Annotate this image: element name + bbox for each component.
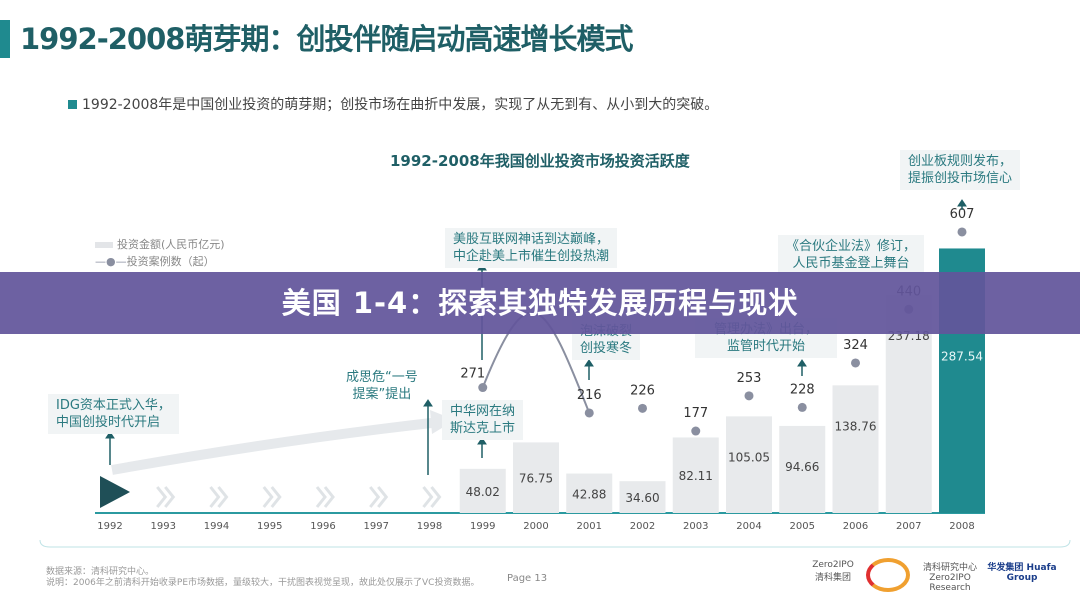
bottom-brace [39,539,1071,548]
bar-label: 287.54 [941,349,983,363]
x-tick-label: 2008 [949,521,975,532]
bar [566,473,613,513]
arrow-up-icon [957,199,967,207]
bar [779,425,826,513]
bar-label: 76.75 [519,472,553,486]
logo-zero2ipo: Zero2IPO 清科集团 [812,560,854,583]
x-tick-label: 1992 [97,521,123,532]
x-tick-label: 2004 [736,521,762,532]
x-tick-label: 1998 [416,521,443,532]
x-tick-label: 1999 [470,521,496,532]
x-tick-label: 2000 [523,521,549,532]
trend-arrow [111,417,441,475]
line-point [478,383,488,393]
banner-overlay: 美国 1-4：探索其独特发展历程与现状 [0,272,1080,334]
line-point [638,403,647,413]
chevron-icon [369,486,389,508]
summary-bullet: 1992-2008年是中国创业投资的萌芽期；创投市场在曲折中发展，实现了从无到有… [68,94,718,114]
legend-line: —●—投资案例数（起） [95,255,215,268]
line-label: 228 [790,382,815,397]
chart-title: 1992-2008年我国创业投资市场投资活跃度 [390,152,690,170]
chevron-icon [422,486,442,508]
chevron-icon [315,486,335,508]
line-label: 607 [950,207,975,222]
bar-label: 34.60 [625,491,659,505]
x-tick-label: 2001 [576,521,602,532]
chevron-icon [262,486,282,508]
line-label: 324 [843,338,868,353]
line-point [691,426,701,436]
footer-notes: 数据来源：清科研究中心。 说明：2006年之前清科开始收录PE市场数据，量级较大，… [46,567,480,588]
line-label: 216 [577,388,602,403]
bar-label: 105.05 [728,450,770,464]
x-tick-label: 1996 [310,521,336,532]
line-point [584,408,594,418]
logo-huafa: 华发集团 Huafa Group [987,563,1057,583]
x-tick-label: 1994 [203,521,230,532]
line-label: 253 [737,371,762,386]
x-tick-label: 2006 [842,521,869,532]
annotation-peak: 美股互联网神话到达巅峰， 中企赴美上市催生创投热潮 [445,228,618,268]
x-tick-label: 2005 [789,521,815,532]
annotation-idg: IDG资本正式入华， 中国创投时代开启 [48,394,179,434]
play-icon [100,476,130,508]
title-accent [0,20,10,58]
bar [459,468,506,513]
bar-label: 94.66 [785,460,819,474]
bar [672,437,719,513]
bar-label: 48.02 [466,485,500,499]
line-point [957,227,967,237]
bar-label: 82.11 [679,469,713,483]
arrow-up-icon [423,399,433,407]
line-label: 271 [460,367,485,382]
annotation-yihao: 成思危“一号 提案”提出 [346,370,418,402]
x-tick-label: 1995 [257,521,283,532]
annotation-gem: 创业板规则发布， 提振创投市场信心 [900,150,1021,190]
line-point [744,391,754,401]
annotation-nasdaq: 中华网在纳 斯达克上市 [442,400,524,440]
arrow-up-icon [584,359,594,367]
logo-zero2ipo-research: 清科研究中心 Zero2IPO Research [922,563,977,593]
x-tick-label: 2002 [629,521,656,532]
bar [726,416,772,513]
arrow-up-icon [477,437,487,445]
page-number: Page 13 [507,573,548,584]
chevrons [156,486,442,508]
x-tick-label: 1993 [150,521,176,532]
arrow-up-icon [797,359,807,367]
bar [619,481,666,513]
annotation-partnership: 《合伙企业法》修订， 人民币基金登上舞台 [778,235,925,275]
arrow-up-icon [105,431,115,439]
line-point [797,402,807,412]
chevron-icon [156,486,176,508]
line-point [851,358,860,368]
page-title: 1992-2008萌芽期：创投伴随启动高速增长模式 [20,22,633,56]
line-label: 177 [683,406,708,421]
x-tick-label: 2007 [896,521,922,532]
legend-bar: 投资金额(人民币亿元) [95,238,225,251]
line-label: 226 [630,383,655,398]
chevron-icon [209,486,229,508]
bar [513,442,559,513]
x-tick-label: 2003 [683,521,709,532]
logo-ring [866,558,910,592]
bar-label: 42.88 [572,487,606,501]
bar [832,385,879,513]
bar-label: 138.76 [835,419,877,433]
x-tick-label: 1997 [363,521,389,532]
